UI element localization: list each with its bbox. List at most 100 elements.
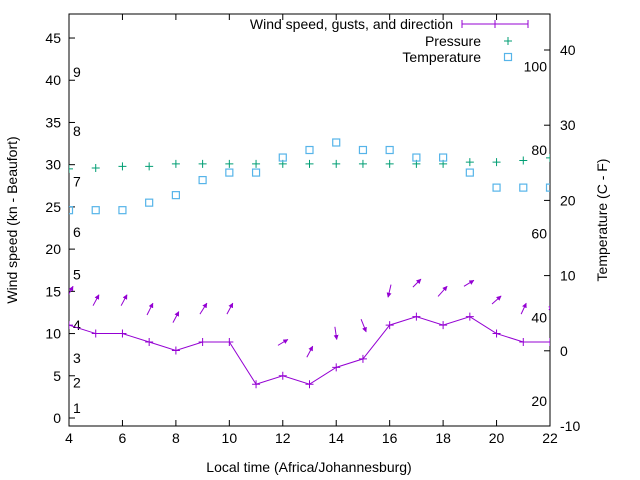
temperature-point (358, 145, 368, 155)
wind-point (465, 312, 474, 321)
fahrenheit-label: 100 (524, 59, 548, 75)
wind-direction-arrow (226, 302, 234, 315)
y-tick-label: 5 (53, 368, 61, 384)
wind-direction-arrow (69, 285, 74, 295)
fahrenheit-label: 60 (531, 225, 547, 241)
pressure-point (492, 158, 501, 167)
wind-point (118, 329, 127, 338)
temperature-point (118, 206, 127, 215)
beaufort-label: 5 (73, 266, 81, 282)
temperature-point (385, 145, 394, 155)
wind-direction-arrow (437, 285, 448, 297)
x-tick-label: 12 (275, 430, 291, 446)
beaufort-label: 9 (73, 64, 81, 80)
temperature-point (145, 198, 154, 207)
y-tick-label: 45 (45, 30, 61, 46)
wind-direction-arrow (360, 319, 367, 333)
wind-direction-arrow (386, 284, 392, 298)
x-tick-label: 6 (119, 430, 127, 446)
pressure-point (145, 162, 154, 171)
wind-direction-arrow (172, 311, 180, 323)
temperature-point (91, 206, 100, 215)
temperature-point (492, 183, 501, 192)
x-axis-label: Local time (Africa/Johannesburg) (206, 459, 411, 475)
wind-point (91, 329, 100, 338)
wind-point (198, 338, 207, 347)
y2-tick-label: 20 (560, 192, 576, 208)
wind-line (69, 316, 550, 385)
pressure-point (118, 162, 127, 171)
y-tick-label: 20 (45, 241, 61, 257)
temperature-point (305, 145, 314, 155)
x-tick-label: 22 (542, 430, 558, 446)
y-tick-label: 10 (45, 326, 61, 342)
pressure-point (385, 159, 394, 168)
y2-tick-label: -10 (560, 418, 580, 434)
fahrenheit-label: 40 (531, 310, 547, 326)
wind-direction-arrow (146, 302, 154, 316)
wind-point (69, 321, 73, 330)
pressure-point (358, 159, 367, 168)
wind-direction-arrow (412, 278, 422, 288)
pressure-point (171, 159, 180, 168)
plot-border (68, 13, 551, 427)
x-tick-label: 20 (489, 430, 505, 446)
temperature-point (465, 168, 474, 177)
wind-point (278, 371, 287, 380)
beaufort-label: 8 (73, 123, 81, 139)
wind-point (305, 380, 314, 389)
legend: Wind speed, gusts, and direction Pressur… (250, 16, 529, 65)
x-tick-label: 18 (435, 430, 451, 446)
y2-tick-label: 0 (560, 343, 568, 359)
wind-direction-arrow (463, 279, 475, 287)
legend-pressure-marker (504, 37, 512, 45)
pressure-point (305, 159, 314, 168)
legend-label-pressure: Pressure (425, 33, 481, 49)
legend-label-temperature: Temperature (402, 49, 481, 65)
temperature-point (198, 175, 207, 185)
temperature-point (69, 206, 74, 215)
wind-direction-arrow (120, 294, 128, 306)
x-tick-label: 10 (222, 430, 238, 446)
wind-point (412, 312, 421, 321)
temperature-point (519, 183, 528, 192)
wind-point (171, 346, 180, 355)
pressure-point (225, 159, 234, 168)
x-tick-label: 16 (382, 430, 398, 446)
legend-label-wind: Wind speed, gusts, and direction (250, 16, 453, 32)
wind-point (492, 329, 501, 338)
wind-direction-arrow (333, 326, 339, 340)
temperature-point (545, 183, 550, 192)
pressure-point (252, 159, 261, 168)
plot-marks (69, 138, 550, 389)
pressure-point (465, 158, 474, 167)
wind-direction-arrow (306, 345, 314, 358)
temperature-point (278, 153, 287, 162)
x-tick-label: 8 (172, 430, 180, 446)
beaufort-label: 2 (73, 375, 81, 391)
fahrenheit-label: 80 (531, 142, 547, 158)
temperature-point (412, 153, 421, 162)
y-tick-label: 30 (45, 157, 61, 173)
wind-point (519, 338, 528, 347)
beaufort-label: 7 (73, 174, 81, 190)
temperature-point (439, 153, 448, 162)
wind-direction-arrow (277, 339, 289, 346)
legend-wind-marker (491, 20, 499, 28)
y-axis-label: Wind speed (kn - Beaufort) (4, 136, 20, 303)
y2-tick-label: 40 (560, 42, 576, 58)
pressure-point (546, 153, 550, 162)
legend-wind-caps (461, 20, 529, 28)
beaufort-label: 1 (73, 400, 81, 416)
temperature-point (251, 168, 261, 177)
y-tick-label: 35 (45, 114, 61, 130)
beaufort-label: 3 (73, 350, 81, 366)
y-tick-label: 25 (45, 199, 61, 215)
y-tick-label: 0 (53, 410, 61, 426)
wind-point (145, 338, 154, 347)
wind-direction-arrow (199, 302, 208, 315)
x-tick-label: 4 (65, 430, 73, 446)
wind-point (225, 338, 234, 347)
axes: 4 6 8 10 12 14 16 18 20 22051015202530354045-1001… (45, 13, 580, 446)
fahrenheit-label: 20 (531, 393, 547, 409)
